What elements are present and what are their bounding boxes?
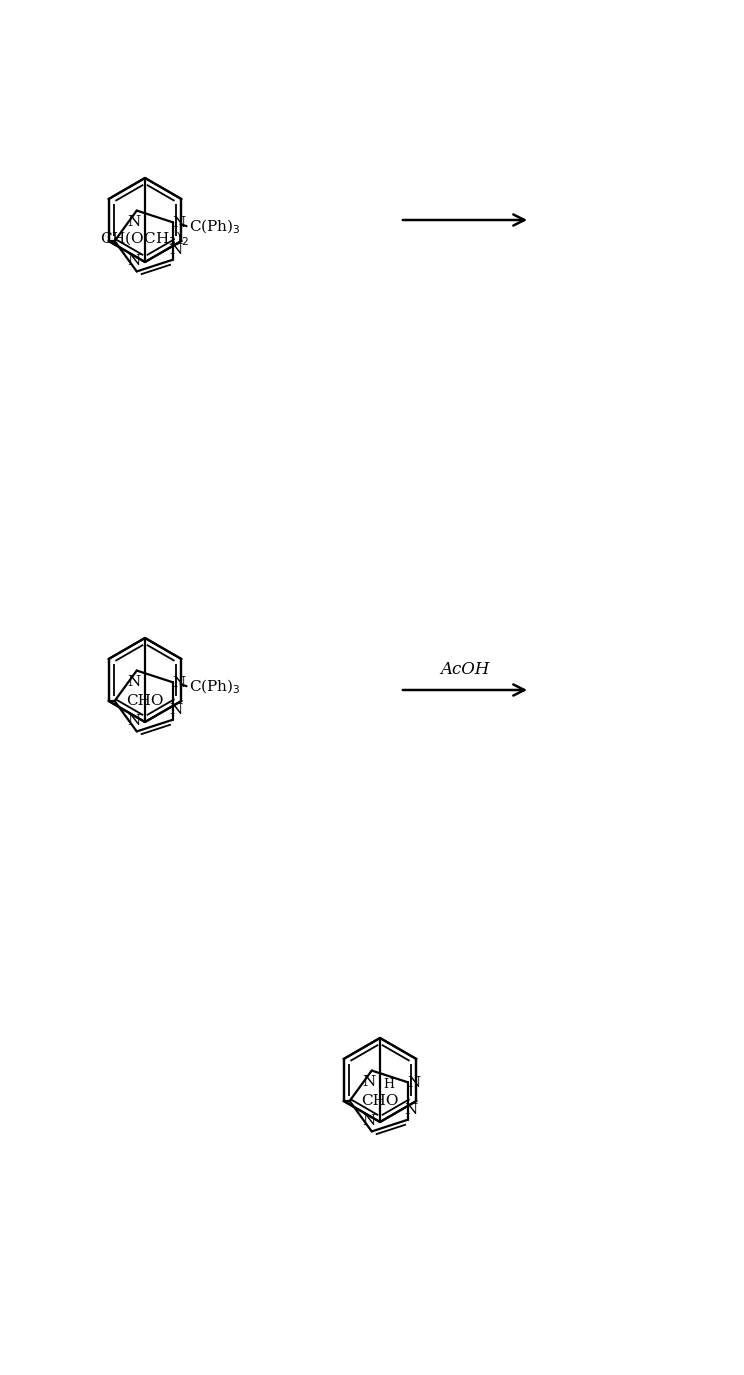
Text: N: N (407, 1077, 420, 1090)
Text: C(Ph)$_3$: C(Ph)$_3$ (189, 219, 240, 236)
Text: N: N (172, 676, 185, 690)
Text: N: N (404, 1103, 417, 1116)
Text: N: N (172, 216, 185, 230)
Text: CHO: CHO (126, 694, 164, 708)
Text: N: N (127, 715, 141, 729)
Text: N: N (127, 214, 141, 228)
Text: CH(OCH$_3$)$_2$: CH(OCH$_3$)$_2$ (100, 230, 190, 247)
Text: H: H (384, 1078, 395, 1092)
Text: N: N (127, 675, 141, 689)
Text: N: N (362, 1075, 376, 1089)
Text: N: N (127, 254, 141, 268)
Text: N: N (169, 703, 182, 716)
Text: AcOH: AcOH (440, 661, 490, 678)
Text: N: N (362, 1114, 376, 1129)
Text: N: N (169, 243, 182, 257)
Text: C(Ph)$_3$: C(Ph)$_3$ (189, 678, 240, 696)
Text: CHO: CHO (362, 1094, 399, 1108)
